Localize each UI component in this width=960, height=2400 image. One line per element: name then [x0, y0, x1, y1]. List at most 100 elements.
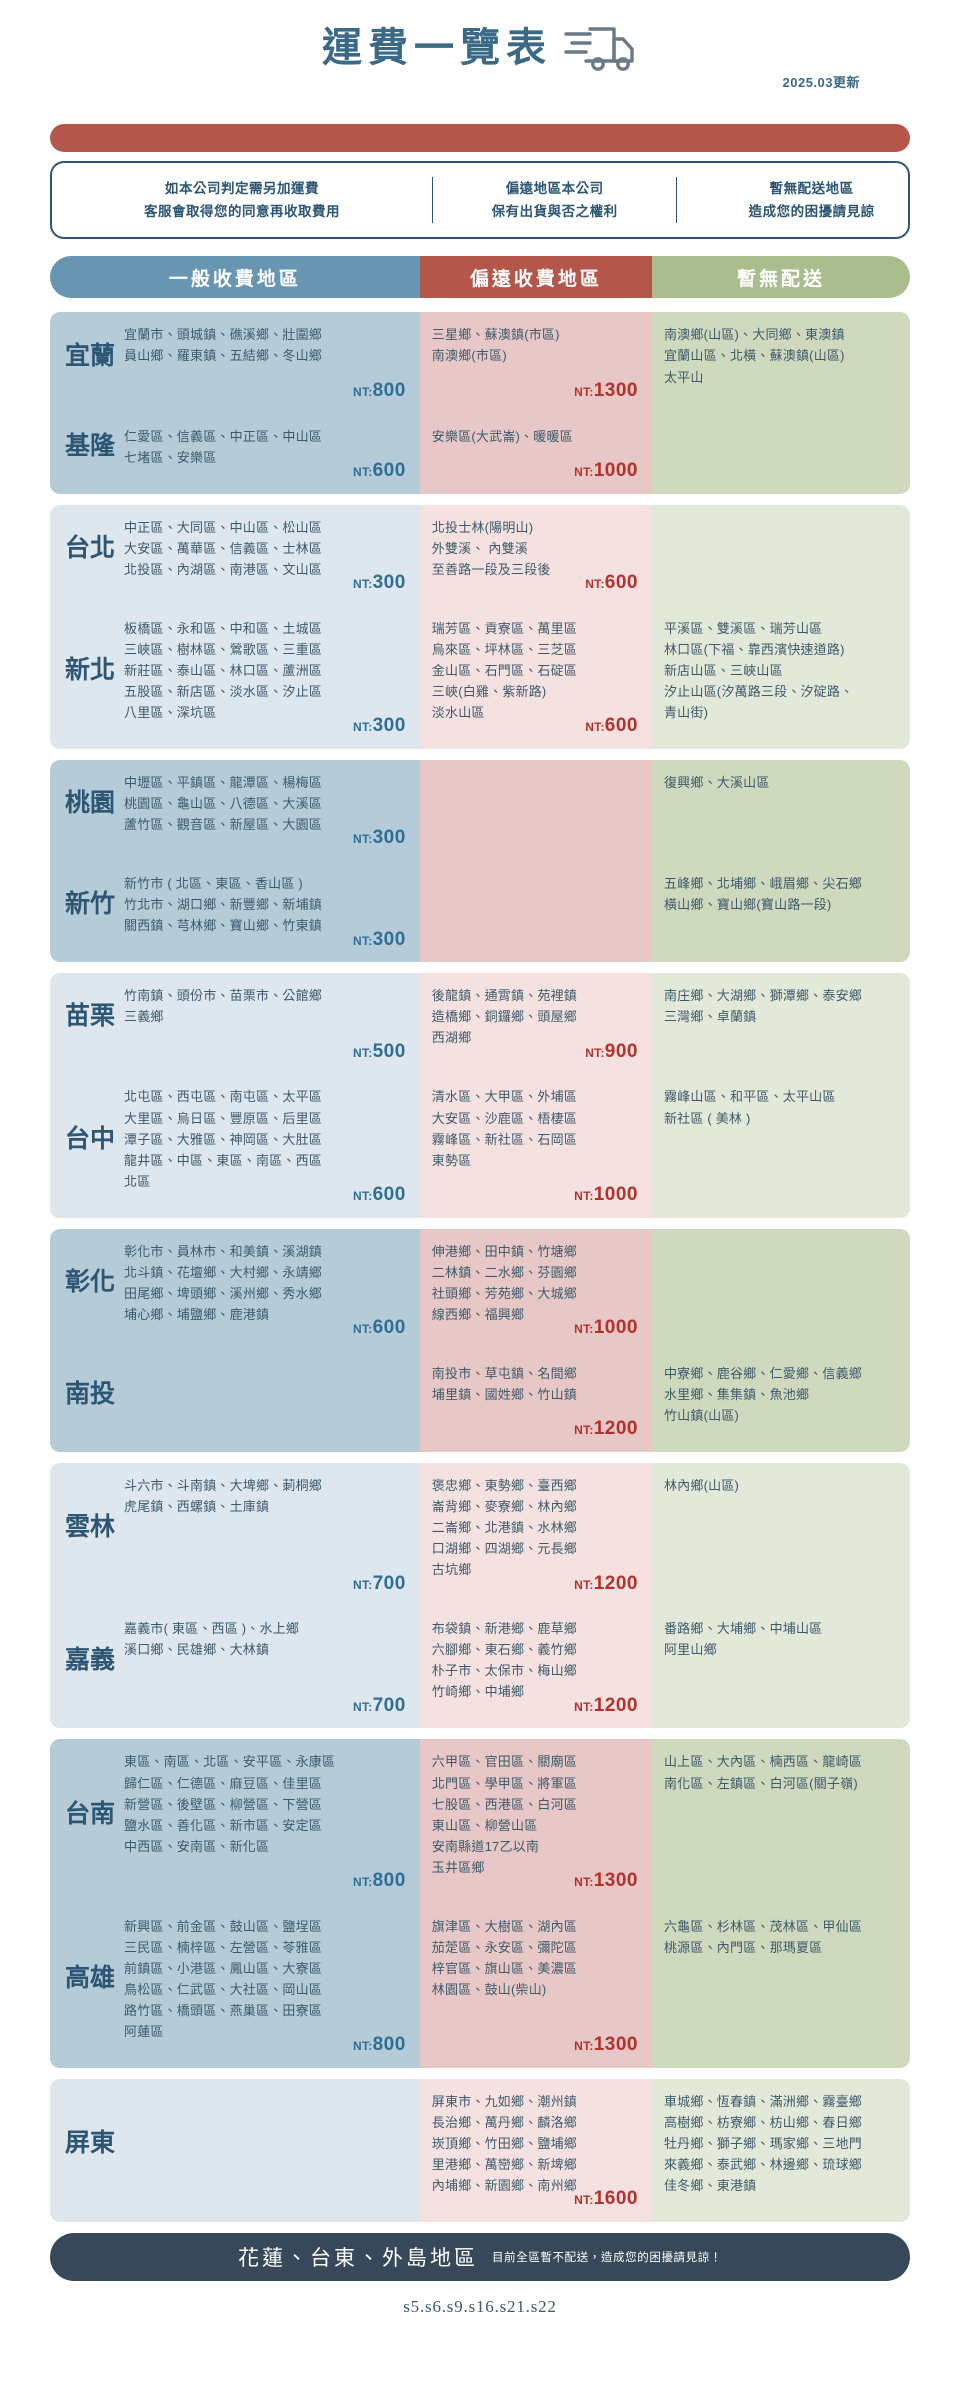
province-label: 彰化 — [64, 1268, 115, 1297]
area-line: 阿里山鄉 — [663, 1642, 717, 1658]
area-line: 竹北市、湖口鄉、新豐鄉、新埔鎮 — [124, 897, 323, 913]
area-list: 清水區、大甲區、外埔區 大安區、沙鹿區、梧棲區 霧峰區、新社區、石岡區 東勢區 — [432, 1085, 640, 1170]
area-line: 旗津區、大樹區、湖內區 — [431, 1918, 577, 1934]
cell-no-delivery-area: 車城鄉、恆春鎮、滿洲鄉、霧臺鄉 高樹鄉、枋寮鄉、枋山鄉、春日鄉 牡丹鄉、獅子鄉、瑪家… — [651, 2079, 910, 2223]
province-label: 新北 — [64, 655, 115, 684]
area-list: 五峰鄉、北埔鄉、峨眉鄉、尖石鄉 橫山鄉、寶山鄉(寶山路一段) — [664, 872, 898, 915]
cell-no-delivery-area: 中寮鄉、鹿谷鄉、仁愛鄉、信義鄉 水里鄉、集集鎮、魚池鄉 竹山鎮(山區) — [651, 1350, 910, 1453]
table-row: 雲林 斗六市、斗南鎮、大埤鄉、莿桐鄉 虎尾鎮、西螺鎮、土庫鎮 NT:700 褒忠鄉、東勢… — [50, 1463, 910, 1607]
cell-remote-area: 屏東市、九如鄉、潮州鎮 長治鄉、萬丹鄉、麟洛鄉 崁頂鄉、竹田鄉、鹽埔鄉 里港鄉、萬巒鄉… — [419, 2079, 652, 2223]
area-line: 虎尾鎮、西螺鎮、土庫鎮 — [124, 1499, 270, 1515]
area-list: 褒忠鄉、東勢鄉、臺西鄉 崙背鄉、麥寮鄉、林內鄉 二崙鄉、北港鎮、水林鄉 口湖鄉、四湖鄉… — [432, 1474, 640, 1580]
notice-box: 如本公司判定需另加運費 客服會取得您的同意再收取費用 偏遠地區本公司 保有出貨與… — [50, 161, 910, 240]
area-line: 霧峰山區、和平區、太平山區 — [663, 1089, 836, 1105]
area-line: 竹崎鄉、中埔鄉 — [431, 1684, 525, 1700]
cell-remote-area: 南投市、草屯鎮、名間鄉 埔里鎮、國姓鄉、竹山鎮 NT:1200 — [419, 1350, 652, 1453]
area-line: 來義鄉、泰武鄉、林邊鄉、琉球鄉 — [663, 2157, 862, 2173]
notice-item-no-delivery: 暫無配送地區 造成您的困擾請見諒 — [676, 177, 946, 224]
area-line: 霧峰區、新社區、石岡區 — [431, 1131, 577, 1147]
area-line: 鹽水區、善化區、新市區、安定區 — [124, 1817, 323, 1833]
area-line: 長治鄉、萬丹鄉、麟洛鄉 — [431, 2115, 577, 2131]
area-line: 歸仁區、仁德區、麻豆區、佳里區 — [124, 1775, 323, 1791]
price-general: NT:300 — [353, 928, 406, 950]
area-line: 新營區、後壁區、柳營區、下營區 — [124, 1796, 323, 1812]
column-header-general: 一般收費地區 — [50, 256, 420, 299]
area-line: 竹山鎮(山區) — [663, 1407, 740, 1423]
area-list: 彰化市、員林市、和美鎮、溪湖鎮 北斗鎮、花壇鄉、大村鄉、永靖鄉 田尾鄉、埤頭鄉、溪州… — [124, 1240, 408, 1325]
area-line: 六腳鄉、東石鄉、義竹鄉 — [431, 1642, 577, 1658]
area-list: 六甲區、官田區、關廟區 北門區、學甲區、將軍區 七股區、西港區、白河區 東山區、柳營山… — [432, 1750, 640, 1877]
area-line: 關西鎮、芎林鄉、寶山鄉、竹東鎮 — [124, 918, 323, 934]
area-line: 太平山 — [663, 369, 704, 385]
area-line: 橫山鄉、寶山鄉(寶山路一段) — [663, 897, 832, 913]
cell-general-area: 基隆 仁愛區、信義區、中正區、中山區 七堵區、安樂區 NT:600 — [50, 413, 420, 494]
cell-remote-area: 褒忠鄉、東勢鄉、臺西鄉 崙背鄉、麥寮鄉、林內鄉 二崙鄉、北港鎮、水林鄉 口湖鄉、四湖鄉… — [419, 1463, 652, 1607]
area-list — [664, 425, 898, 426]
area-line: 三義鄉 — [124, 1009, 164, 1025]
price-remote: NT:1200 — [574, 1694, 638, 1716]
area-list: 屏東市、九如鄉、潮州鎮 長治鄉、萬丹鄉、麟洛鄉 崁頂鄉、竹田鄉、鹽埔鄉 里港鄉、萬巒鄉… — [432, 2090, 640, 2196]
area-line: 二崙鄉、北港鎮、水林鄉 — [431, 1520, 577, 1536]
price-general: NT:700 — [353, 1694, 406, 1716]
area-line: 三峽區、樹林區、鶯歌區、三重區 — [124, 641, 323, 657]
cell-no-delivery-area — [651, 413, 910, 494]
area-list: 新興區、前金區、鼓山區、鹽埕區 三民區、楠梓區、左營區、苓雅區 前鎮區、小港區、鳳山… — [124, 1915, 408, 2042]
shipping-fee-page: 運費一覽表 2025.03更新 如本公司判定需另加運費 客服會取得您的同意再收取… — [50, 27, 910, 2316]
notice-item-surcharge: 如本公司判定需另加運費 客服會取得您的同意再收取費用 — [52, 177, 432, 223]
area-line: 桃園區、龜山區、八德區、大溪區 — [124, 796, 323, 812]
area-line: 汐止山區(汐萬路三段、汐碇路、 — [663, 683, 854, 699]
area-line: 外雙溪、 內雙溪 — [431, 540, 529, 556]
area-line: 五股區、新店區、淡水區、汐止區 — [124, 683, 323, 699]
area-list: 斗六市、斗南鎮、大埤鄉、莿桐鄉 虎尾鎮、西螺鎮、土庫鎮 — [124, 1474, 408, 1580]
cell-no-delivery-area — [651, 504, 910, 606]
cell-general-area: 宜蘭 宜蘭市、頭城鎮、礁溪鄉、壯圍鄉 員山鄉、羅東鎮、五結鄉、冬山鄉 NT:800 — [50, 312, 420, 414]
province-label: 屏東 — [64, 2129, 115, 2158]
area-line: 高樹鄉、枋寮鄉、枋山鄉、春日鄉 — [663, 2115, 862, 2131]
cell-no-delivery-area: 五峰鄉、北埔鄉、峨眉鄉、尖石鄉 橫山鄉、寶山鄉(寶山路一段) — [651, 861, 910, 963]
area-list: 南澳鄉(山區)、大同鄉、東澳鎮 宜蘭山區、北橫、蘇澳鎮(山區) 太平山 — [664, 323, 898, 387]
price-remote: NT:1300 — [574, 1869, 638, 1891]
notice-line-1: 偏遠地區本公司 — [505, 181, 604, 196]
area-list: 新竹市 ( 北區、東區、香山區 ) 竹北市、湖口鄉、新豐鄉、新埔鎮 關西鎮、芎林鄉、… — [124, 872, 408, 936]
area-list — [664, 1240, 898, 1241]
decorative-red-bar — [50, 124, 910, 152]
area-line: 社頭鄉、芳苑鄉、大城鄉 — [431, 1285, 577, 1301]
cell-remote-area — [419, 760, 652, 862]
area-line: 山上區、大內區、楠西區、龍崎區 — [663, 1754, 862, 1770]
notice-line-2: 保有出貨與否之權利 — [491, 204, 618, 220]
area-line: 桃源區、內門區、那瑪夏區 — [663, 1939, 823, 1955]
cell-general-area: 嘉義 嘉義市( 東區、西區 )、水上鄉 溪口鄉、民雄鄉、大林鎮 NT:700 — [50, 1606, 420, 1729]
area-line: 田尾鄉、埤頭鄉、溪州鄉、秀水鄉 — [124, 1285, 323, 1301]
cell-general-area: 台北 中正區、大同區、中山區、松山區 大安區、萬華區、信義區、士林區 北投區、內湖區、… — [50, 504, 420, 606]
area-list: 嘉義市( 東區、西區 )、水上鄉 溪口鄉、民雄鄉、大林鎮 — [124, 1617, 408, 1702]
area-list: 布袋鎮、新港鄉、鹿草鄉 六腳鄉、東石鄉、義竹鄉 朴子市、太保市、梅山鄉 竹崎鄉、中埔鄉 — [432, 1617, 640, 1702]
area-line: 三星鄉、蘇澳鎮(市區) — [431, 327, 560, 343]
cell-remote-area: 六甲區、官田區、關廟區 北門區、學甲區、將軍區 七股區、西港區、白河區 東山區、柳營山… — [419, 1739, 652, 1904]
area-line: 南投市、草屯鎮、名間鄉 — [431, 1365, 577, 1381]
cell-remote-area: 瑞芳區、貢寮區、萬里區 烏來區、坪林區、三芝區 金山區、石門區、石碇區 三峽(白雞、紫… — [419, 605, 652, 750]
fee-group: 台北 中正區、大同區、中山區、松山區 大安區、萬華區、信義區、士林區 北投區、內湖區、… — [50, 504, 910, 750]
price-remote: NT:900 — [585, 1040, 638, 1062]
cell-general-area: 高雄 新興區、前金區、鼓山區、鹽埕區 三民區、楠梓區、左營區、苓雅區 前鎮區、小港區、… — [50, 1903, 420, 2069]
area-line: 金山區、石門區、石碇區 — [431, 662, 577, 678]
area-list — [664, 516, 898, 517]
area-list: 復興鄉、大溪山區 — [664, 771, 898, 793]
area-list: 中壢區、平鎮區、龍潭區、楊梅區 桃園區、龜山區、八德區、大溪區 蘆竹區、觀音區、新屋… — [124, 771, 408, 835]
area-line: 南澳鄉(市區) — [431, 348, 507, 364]
price-remote: NT:600 — [585, 715, 638, 737]
price-remote: NT:1300 — [574, 379, 638, 401]
area-line: 龍井區、中區、東區、南區、西區 — [124, 1152, 323, 1168]
fee-group: 屏東 屏東市、九如鄉、潮州鎮 長治鄉、萬丹鄉、麟洛鄉 崁頂鄉、竹田鄉、鹽埔鄉 里港鄉、萬… — [50, 2079, 910, 2223]
area-list: 南庄鄉、大湖鄉、獅潭鄉、泰安鄉 三灣鄉、卓蘭鎮 — [664, 984, 898, 1027]
price-general: NT:800 — [353, 1869, 406, 1891]
table-row: 台中 北屯區、西屯區、南屯區、太平區 大里區、烏日區、豐原區、后里區 潭子區、大雅區、… — [50, 1074, 910, 1218]
area-line: 安南縣道17乙以南 — [431, 1838, 540, 1854]
area-line: 中壢區、平鎮區、龍潭區、楊梅區 — [124, 775, 323, 791]
area-line: 林園區、鼓山(柴山) — [431, 1981, 547, 1997]
province-label: 桃園 — [64, 789, 115, 818]
area-list: 安樂區(大武崙)、暖暖區 — [432, 425, 640, 447]
cell-remote-area: 布袋鎮、新港鄉、鹿草鄉 六腳鄉、東石鄉、義竹鄉 朴子市、太保市、梅山鄉 竹崎鄉、中埔鄉… — [419, 1606, 652, 1729]
price-general: NT:600 — [353, 459, 406, 481]
cell-remote-area: 旗津區、大樹區、湖內區 茄萣區、永安區、彌陀區 梓官區、旗山區、美濃區 林園區、鼓山(… — [419, 1903, 652, 2069]
area-line: 大里區、烏日區、豐原區、后里區 — [124, 1110, 323, 1126]
